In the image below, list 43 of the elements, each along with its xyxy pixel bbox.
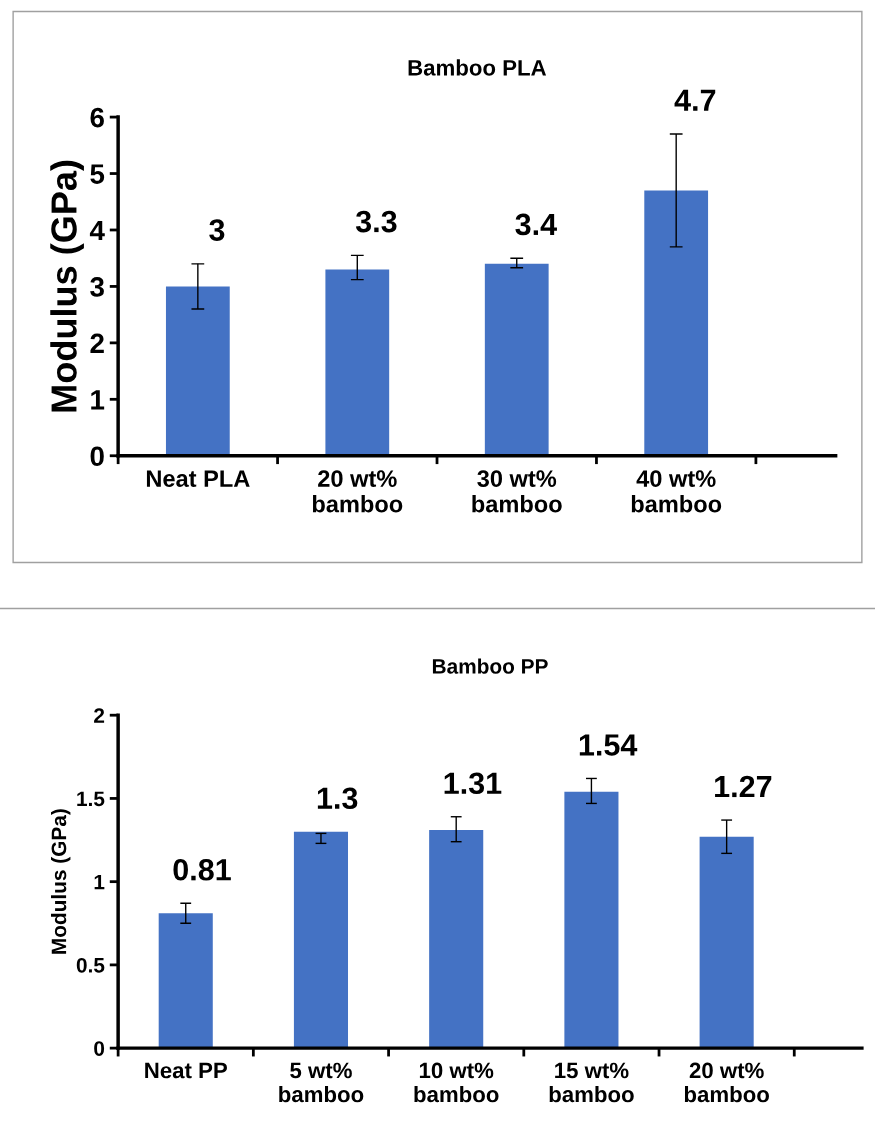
y-tick-label: 2: [94, 708, 105, 723]
x-tick-label: 20 wt% bamboo: [312, 470, 403, 513]
data-label: 3.3: [355, 210, 397, 233]
y-tick-label: 1: [94, 874, 105, 890]
data-label: 1.31: [444, 772, 502, 795]
y-tick-label: 2: [90, 333, 104, 353]
x-tick-label: 5 wt% bamboo: [279, 1062, 364, 1103]
bar: [699, 836, 754, 1049]
y-tick-label: 5: [90, 164, 105, 184]
x-tick-label: 10 wt% bamboo: [414, 1062, 499, 1103]
bar: [484, 263, 549, 456]
data-label: 0.81: [173, 858, 231, 881]
x-tick-label: 20 wt% bamboo: [684, 1062, 769, 1103]
data-label: 3.4: [515, 213, 557, 236]
y-tick-label: 6: [90, 107, 104, 128]
y-axis-title: Modulus (GPa): [50, 160, 84, 412]
data-label: 1.3: [317, 787, 358, 810]
data-label: 3: [209, 219, 225, 241]
y-tick-label: 4: [89, 220, 105, 241]
bar: [165, 286, 230, 456]
y-axis-title: Modulus (GPa): [51, 809, 71, 954]
chart-title: Bamboo PP: [432, 658, 548, 674]
data-label: 4.7: [674, 89, 716, 111]
chart-title: Bamboo PLA: [408, 59, 547, 76]
y-tick-label: 0: [90, 446, 104, 467]
bar: [293, 831, 349, 1049]
y-tick-label: 1.5: [77, 791, 105, 807]
y-tick-label: 0.5: [76, 957, 105, 973]
bar: [429, 830, 484, 1049]
bar: [564, 791, 619, 1049]
x-tick-label: Neat PLA: [146, 470, 250, 487]
bar: [644, 190, 709, 456]
bar: [325, 269, 390, 456]
x-tick-label: 15 wt% bamboo: [549, 1062, 634, 1103]
y-tick-label: 0: [94, 1041, 105, 1056]
y-tick-label: 1: [91, 390, 105, 410]
x-tick-label: 40 wt% bamboo: [631, 470, 722, 513]
data-label: 1.54: [579, 734, 638, 756]
bar: [158, 913, 213, 1049]
x-tick-label: Neat PP: [145, 1062, 227, 1079]
y-tick-label: 3: [90, 277, 104, 297]
data-label: 1.27: [715, 775, 772, 798]
x-tick-label: 30 wt% bamboo: [472, 470, 562, 513]
